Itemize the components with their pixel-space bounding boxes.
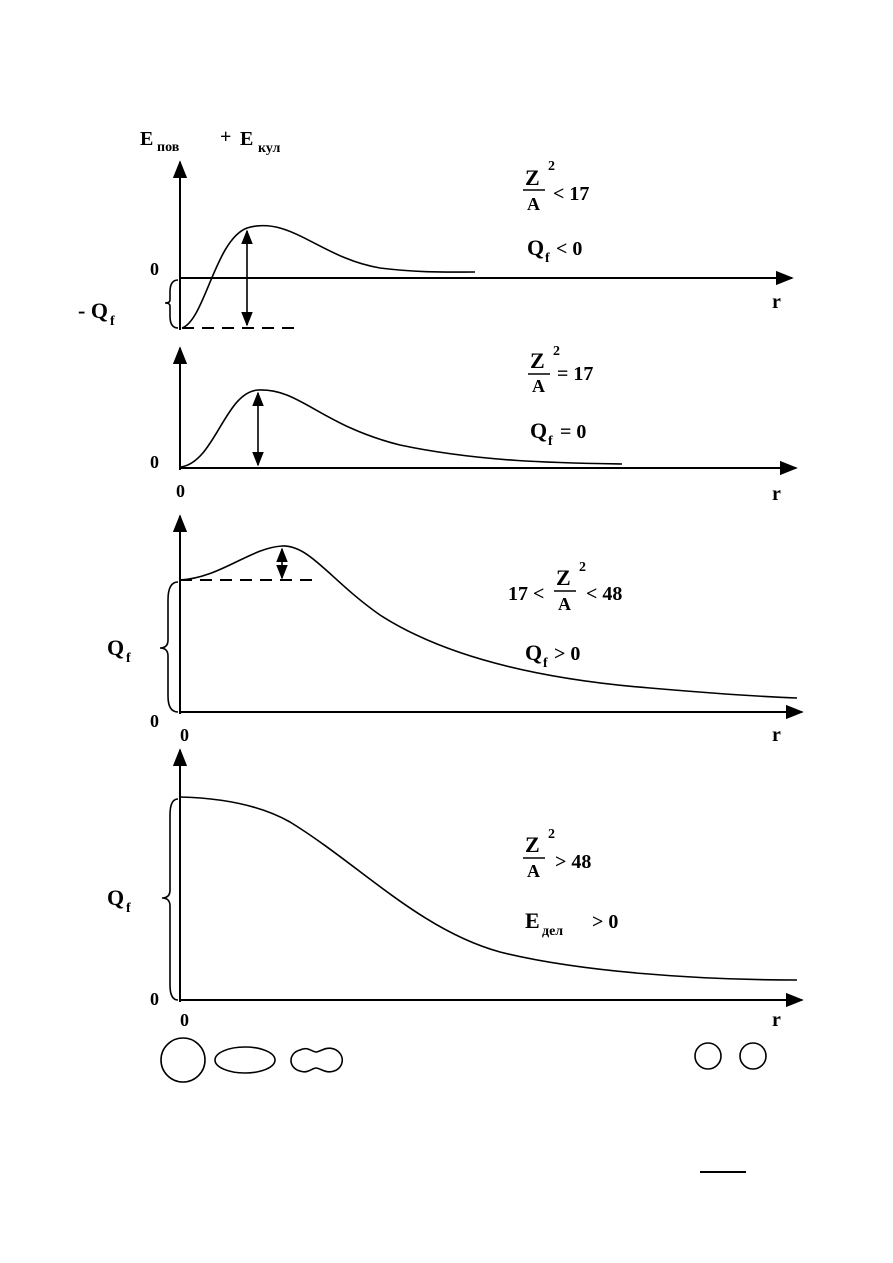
fragment: [739, 1042, 767, 1070]
zero-x-label: 0: [180, 1010, 189, 1030]
panel-4: [161, 748, 804, 1008]
energy-relation: > 0: [554, 643, 580, 665]
energy-subscript: f: [548, 434, 553, 449]
energy-symbol: E: [525, 908, 540, 933]
axis-label-sub: пов: [157, 140, 180, 155]
zero-x-label: 0: [176, 481, 185, 501]
barrier-subscript: f: [126, 651, 131, 666]
barrier-symbol: Q: [107, 635, 124, 660]
offset-symbol: - Q: [78, 298, 108, 323]
sphere: [160, 1037, 206, 1083]
axis-label-sub: кул: [258, 141, 281, 156]
zero-label: 0: [150, 989, 159, 1009]
barrier-symbol: Q: [107, 885, 124, 910]
zero-label: 0: [150, 711, 159, 731]
brace: [161, 798, 179, 1001]
zero-x-label: 0: [180, 725, 189, 745]
r-label: r: [772, 483, 781, 505]
ellipsoid: [214, 1046, 276, 1074]
energy-subscript: дел: [542, 924, 563, 939]
brace: [159, 581, 179, 713]
fraction-exponent: 2: [548, 159, 555, 174]
energy-subscript: f: [543, 656, 548, 671]
panel-2: [172, 346, 798, 476]
r-label: r: [772, 1009, 781, 1031]
fragment: [694, 1042, 722, 1070]
energy-symbol: Q: [525, 640, 542, 665]
fraction-denominator: A: [532, 376, 545, 396]
axis-label: +: [220, 126, 231, 148]
energy-relation: < 0: [556, 238, 582, 260]
panel-3: [159, 514, 804, 720]
fraction-exponent: 2: [553, 344, 560, 359]
energy-symbol: Q: [530, 418, 547, 443]
fraction-numerator: Z: [525, 832, 540, 857]
fraction-denominator: A: [558, 594, 571, 614]
brace: [164, 279, 179, 329]
axis-label: E: [140, 128, 153, 150]
r-label: r: [772, 291, 781, 313]
energy-subscript: f: [545, 251, 550, 266]
zero-label: 0: [150, 452, 159, 472]
panel-1: [164, 160, 794, 330]
energy-symbol: Q: [527, 235, 544, 260]
fraction-numerator: Z: [530, 348, 545, 373]
fraction-denominator: A: [527, 194, 540, 214]
curve: [179, 796, 798, 981]
condition-relation: = 17: [557, 363, 593, 385]
r-label: r: [772, 724, 781, 746]
fraction-numerator: Z: [556, 565, 571, 590]
fraction-denominator: A: [527, 861, 540, 881]
condition-relation: < 48: [586, 583, 622, 605]
condition-relation: > 48: [555, 851, 591, 873]
neck-shape: [290, 1047, 344, 1073]
curve: [180, 389, 623, 468]
offset-subscript: f: [110, 314, 115, 329]
energy-relation: > 0: [592, 911, 618, 933]
curve: [181, 224, 476, 329]
condition-relation: < 17: [553, 183, 589, 205]
axis-label: E: [240, 128, 253, 150]
zero-label: 0: [150, 259, 159, 279]
nucleus-shapes: [160, 1037, 767, 1083]
curve: [179, 545, 798, 699]
barrier-subscript: f: [126, 901, 131, 916]
fraction-numerator: Z: [525, 165, 540, 190]
energy-relation: = 0: [560, 421, 586, 443]
fraction-exponent: 2: [548, 827, 555, 842]
condition-prefix: 17 <: [508, 583, 544, 605]
fraction-exponent: 2: [579, 560, 586, 575]
